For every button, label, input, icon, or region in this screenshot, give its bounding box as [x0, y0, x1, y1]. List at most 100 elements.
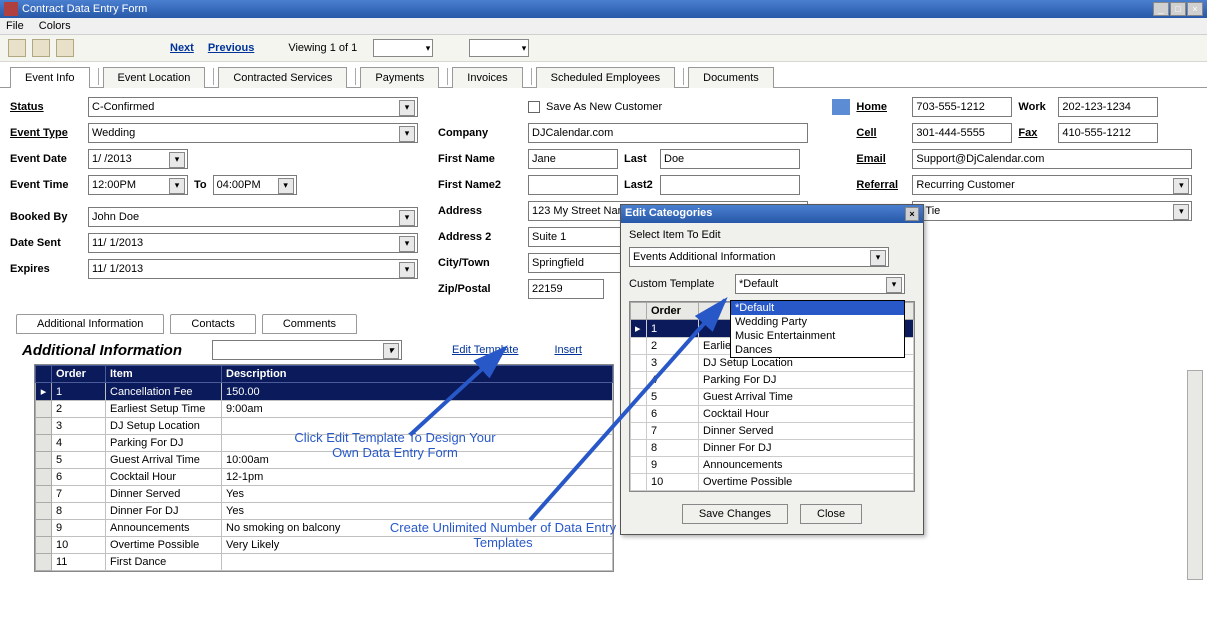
last-field[interactable]: Doe	[660, 149, 800, 169]
nav-previous[interactable]: Previous	[208, 42, 254, 54]
table-row[interactable]: 5Guest Arrival Time10:00am	[36, 452, 613, 469]
popup-col-order[interactable]: Order	[647, 303, 699, 320]
firstname-field[interactable]: Jane	[528, 149, 618, 169]
select-item-field[interactable]: Events Additional Information	[629, 247, 889, 267]
custom-template-field[interactable]: *Default	[735, 274, 905, 294]
tab-scheduled-employees[interactable]: Scheduled Employees	[536, 67, 675, 88]
tie-field[interactable]: d Tie	[912, 201, 1192, 221]
table-row[interactable]: 11First Dance	[36, 554, 613, 571]
bookedby-label: Booked By	[10, 211, 82, 223]
tool-icon-3[interactable]	[56, 39, 74, 57]
subtab-comments[interactable]: Comments	[262, 314, 357, 334]
popup-row[interactable]: 7Dinner Served	[631, 423, 914, 440]
tab-invoices[interactable]: Invoices	[452, 67, 522, 88]
edit-template-link[interactable]: Edit Template	[452, 344, 518, 356]
table-row[interactable]: 7Dinner ServedYes	[36, 486, 613, 503]
dd-option[interactable]: Wedding Party	[731, 315, 904, 329]
edit-categories-popup: Edit Cateogories× Select Item To Edit Ev…	[620, 204, 924, 535]
tool-icon-1[interactable]	[8, 39, 26, 57]
tab-payments[interactable]: Payments	[360, 67, 439, 88]
table-row[interactable]: 9AnnouncementsNo smoking on balcony	[36, 520, 613, 537]
table-row[interactable]: 2Earliest Setup Time9:00am	[36, 401, 613, 418]
expires-field[interactable]: 11/ 1/2013	[88, 259, 418, 279]
close-button-popup[interactable]: Close	[800, 504, 862, 524]
cell-field[interactable]: 301-444-5555	[912, 123, 1012, 143]
tool-icon-2[interactable]	[32, 39, 50, 57]
popup-close-icon[interactable]: ×	[905, 207, 919, 221]
template-dropdown-list[interactable]: *Default Wedding Party Music Entertainme…	[730, 300, 905, 358]
table-row[interactable]: 8Dinner For DJYes	[36, 503, 613, 520]
work-field[interactable]: 202-123-1234	[1058, 97, 1158, 117]
save-changes-button[interactable]: Save Changes	[682, 504, 788, 524]
fax-field[interactable]: 410-555-1212	[1058, 123, 1158, 143]
table-row[interactable]: 4Parking For DJ	[36, 435, 613, 452]
firstname2-field[interactable]	[528, 175, 618, 195]
col-item[interactable]: Item	[106, 366, 222, 383]
eventtime-from-field[interactable]: 12:00PM	[88, 175, 188, 195]
company-label: Company	[438, 127, 522, 139]
referral-field[interactable]: Recurring Customer	[912, 175, 1192, 195]
bookedby-field[interactable]: John Doe	[88, 207, 418, 227]
menu-file[interactable]: File	[6, 20, 24, 32]
tab-contracted-services[interactable]: Contracted Services	[218, 67, 347, 88]
table-row[interactable]: ▸1Cancellation Fee150.00	[36, 383, 613, 401]
col-description[interactable]: Description	[222, 366, 613, 383]
window-titlebar: Contract Data Entry Form _ □ ×	[0, 0, 1207, 18]
datesent-label: Date Sent	[10, 237, 82, 249]
col-order[interactable]: Order	[52, 366, 106, 383]
tab-event-location[interactable]: Event Location	[103, 67, 206, 88]
menubar: File Colors	[0, 18, 1207, 35]
select-item-label: Select Item To Edit	[629, 229, 915, 241]
popup-row[interactable]: 4Parking For DJ	[631, 372, 914, 389]
work-label: Work	[1018, 101, 1052, 113]
last2-label: Last2	[624, 179, 654, 191]
popup-row[interactable]: 6Cocktail Hour	[631, 406, 914, 423]
folder-icon[interactable]	[832, 99, 850, 115]
email-label: Email	[856, 153, 906, 165]
main-tabs: Event Info Event Location Contracted Ser…	[0, 62, 1207, 87]
dd-option[interactable]: *Default	[731, 301, 904, 315]
status-field[interactable]: C-Confirmed	[88, 97, 418, 117]
table-row[interactable]: 10Overtime PossibleVery Likely	[36, 537, 613, 554]
eventtype-label: Event Type	[10, 127, 82, 139]
city-field[interactable]: Springfield	[528, 253, 628, 273]
tab-event-info[interactable]: Event Info	[10, 67, 90, 88]
last2-field[interactable]	[660, 175, 800, 195]
eventtype-field[interactable]: Wedding	[88, 123, 418, 143]
eventtime-to-field[interactable]: 04:00PM	[213, 175, 297, 195]
popup-row[interactable]: 10Overtime Possible	[631, 474, 914, 491]
home-field[interactable]: 703-555-1212	[912, 97, 1012, 117]
address-label: Address	[438, 205, 522, 217]
close-button[interactable]: ×	[1187, 2, 1203, 16]
scrollbar[interactable]	[1187, 370, 1203, 580]
dd-option[interactable]: Dances	[731, 343, 904, 357]
section-header: Additional Information Edit Template Ins…	[22, 340, 1207, 360]
table-row[interactable]: 3DJ Setup Location	[36, 418, 613, 435]
insert-link[interactable]: Insert	[554, 344, 582, 356]
popup-row[interactable]: 9Announcements	[631, 457, 914, 474]
saveas-checkbox[interactable]	[528, 101, 540, 113]
eventdate-label: Event Date	[10, 153, 82, 165]
datesent-field[interactable]: 11/ 1/2013	[88, 233, 418, 253]
company-field[interactable]: DJCalendar.com	[528, 123, 808, 143]
email-field[interactable]: Support@DjCalendar.com	[912, 149, 1192, 169]
eventdate-field[interactable]: 1/ /2013	[88, 149, 188, 169]
address2-label: Address 2	[438, 231, 522, 243]
cell-label: Cell	[856, 127, 906, 139]
form-area: StatusC-Confirmed Event TypeWedding Even…	[0, 87, 1207, 300]
menu-colors[interactable]: Colors	[39, 20, 71, 32]
popup-row[interactable]: 5Guest Arrival Time	[631, 389, 914, 406]
popup-row[interactable]: 8Dinner For DJ	[631, 440, 914, 457]
minimize-button[interactable]: _	[1153, 2, 1169, 16]
tab-documents[interactable]: Documents	[688, 67, 774, 88]
section-dropdown[interactable]	[212, 340, 402, 360]
maximize-button[interactable]: □	[1170, 2, 1186, 16]
nav-combo-1[interactable]	[373, 39, 433, 57]
subtab-contacts[interactable]: Contacts	[170, 314, 255, 334]
zip-field[interactable]: 22159	[528, 279, 604, 299]
nav-next[interactable]: Next	[170, 42, 194, 54]
table-row[interactable]: 6Cocktail Hour12-1pm	[36, 469, 613, 486]
dd-option[interactable]: Music Entertainment	[731, 329, 904, 343]
subtab-additional-info[interactable]: Additional Information	[16, 314, 164, 334]
nav-combo-2[interactable]	[469, 39, 529, 57]
